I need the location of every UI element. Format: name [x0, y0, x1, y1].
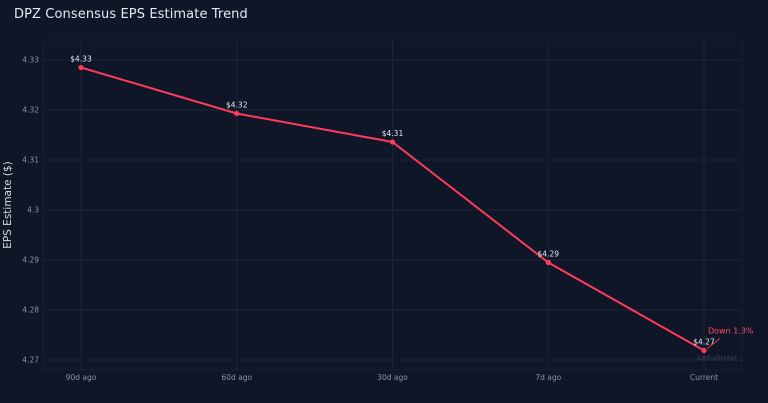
y-tick-label: 4.29 [22, 256, 39, 265]
chart-title: DPZ Consensus EPS Estimate Trend [14, 7, 248, 22]
change-annotation: Down 1.3% [708, 327, 754, 336]
data-point [545, 259, 551, 266]
x-tick-label: 7d ago [535, 373, 561, 382]
y-tick-label: 4.3 [27, 206, 39, 215]
y-tick-label: 4.31 [22, 156, 39, 165]
data-label: $4.31 [382, 129, 404, 138]
x-tick-label: Current [690, 373, 718, 382]
x-tick-label: 90d ago [66, 373, 97, 382]
y-tick-label: 4.27 [22, 356, 39, 365]
data-point [701, 347, 707, 354]
data-point [389, 139, 396, 145]
data-label: $4.33 [70, 55, 92, 64]
y-tick-label: 4.28 [22, 306, 39, 315]
data-point [234, 110, 240, 117]
watermark: AlphaStreet [696, 355, 737, 363]
data-point [78, 64, 84, 71]
annotation-leader [706, 338, 721, 349]
data-label: $4.32 [226, 101, 248, 110]
y-tick-label: 4.33 [22, 56, 39, 65]
y-tick-label: 4.32 [22, 106, 39, 115]
y-axis-label: EPS Estimate ($) [2, 161, 14, 249]
data-label: $4.27 [693, 338, 715, 347]
data-label: $4.29 [538, 250, 560, 259]
x-tick-label: 30d ago [377, 373, 408, 382]
x-tick-label: 60d ago [221, 373, 252, 382]
